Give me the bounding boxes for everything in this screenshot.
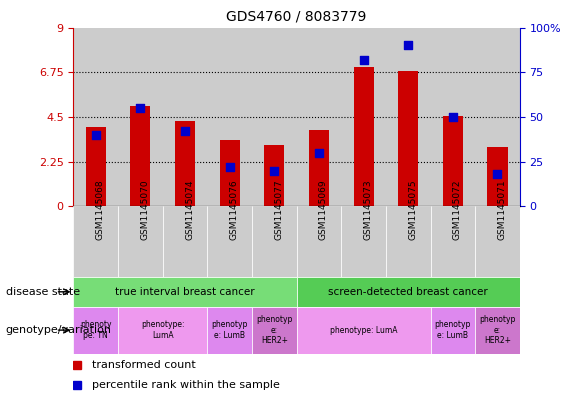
Point	[404, 42, 413, 49]
Bar	[309, 130, 329, 206]
Text: phenotyp
e: LumB: phenotyp e: LumB	[434, 320, 471, 340]
Bar	[297, 277, 520, 307]
Point	[359, 57, 368, 63]
Point	[136, 105, 145, 111]
Bar	[264, 145, 284, 206]
Text: GSM1145072: GSM1145072	[453, 180, 462, 240]
Point	[270, 167, 279, 174]
Bar	[118, 307, 207, 354]
Bar	[118, 206, 163, 277]
Bar	[252, 206, 297, 277]
Point	[225, 164, 234, 170]
Bar	[207, 307, 252, 354]
Bar	[398, 71, 418, 206]
Point	[315, 150, 324, 156]
Bar	[220, 140, 240, 206]
Bar	[488, 147, 507, 206]
Text: percentile rank within the sample: percentile rank within the sample	[92, 380, 280, 390]
Bar	[341, 28, 386, 206]
Bar	[73, 206, 118, 277]
Text: phenotype: LumA: phenotype: LumA	[330, 326, 397, 334]
Text: phenoty
pe: TN: phenoty pe: TN	[80, 320, 111, 340]
Bar	[354, 67, 373, 206]
Text: GSM1145070: GSM1145070	[141, 180, 149, 240]
Text: screen-detected breast cancer: screen-detected breast cancer	[328, 287, 488, 297]
Text: GSM1145076: GSM1145076	[230, 180, 238, 240]
Bar	[73, 28, 118, 206]
Bar	[175, 121, 195, 206]
Text: GSM1145077: GSM1145077	[275, 180, 283, 240]
Text: transformed count: transformed count	[92, 360, 196, 371]
Text: phenotyp
e:
HER2+: phenotyp e: HER2+	[479, 315, 516, 345]
Bar	[73, 277, 297, 307]
Bar	[118, 28, 163, 206]
Text: disease state: disease state	[6, 287, 80, 297]
Bar	[341, 206, 386, 277]
Text: true interval breast cancer: true interval breast cancer	[115, 287, 255, 297]
Point	[493, 171, 502, 177]
Point	[449, 114, 458, 120]
Text: GSM1145073: GSM1145073	[364, 180, 372, 240]
Text: GSM1145069: GSM1145069	[319, 180, 328, 240]
Text: phenotyp
e: LumB: phenotyp e: LumB	[211, 320, 248, 340]
Bar	[297, 28, 341, 206]
Bar	[297, 206, 341, 277]
Bar	[207, 206, 252, 277]
Text: GSM1145068: GSM1145068	[96, 180, 105, 240]
Text: phenotype:
LumA: phenotype: LumA	[141, 320, 184, 340]
Bar	[431, 307, 475, 354]
Bar	[386, 206, 431, 277]
Bar	[475, 307, 520, 354]
Text: phenotyp
e:
HER2+: phenotyp e: HER2+	[256, 315, 293, 345]
Point	[92, 132, 101, 138]
Text: GSM1145071: GSM1145071	[498, 180, 506, 240]
Bar	[252, 307, 297, 354]
Text: genotype/variation: genotype/variation	[6, 325, 112, 335]
Bar	[163, 206, 207, 277]
Bar	[475, 206, 520, 277]
Bar	[475, 28, 520, 206]
Bar	[73, 307, 118, 354]
Text: GSM1145074: GSM1145074	[185, 180, 194, 240]
Bar	[252, 28, 297, 206]
Bar	[207, 28, 252, 206]
Bar	[86, 127, 106, 206]
Bar	[431, 28, 475, 206]
Point	[181, 128, 190, 134]
Bar	[386, 28, 431, 206]
Title: GDS4760 / 8083779: GDS4760 / 8083779	[227, 9, 367, 24]
Bar	[131, 106, 150, 206]
Text: GSM1145075: GSM1145075	[408, 180, 417, 240]
Bar	[443, 116, 463, 206]
Bar	[297, 307, 431, 354]
Bar	[163, 28, 207, 206]
Bar	[431, 206, 475, 277]
